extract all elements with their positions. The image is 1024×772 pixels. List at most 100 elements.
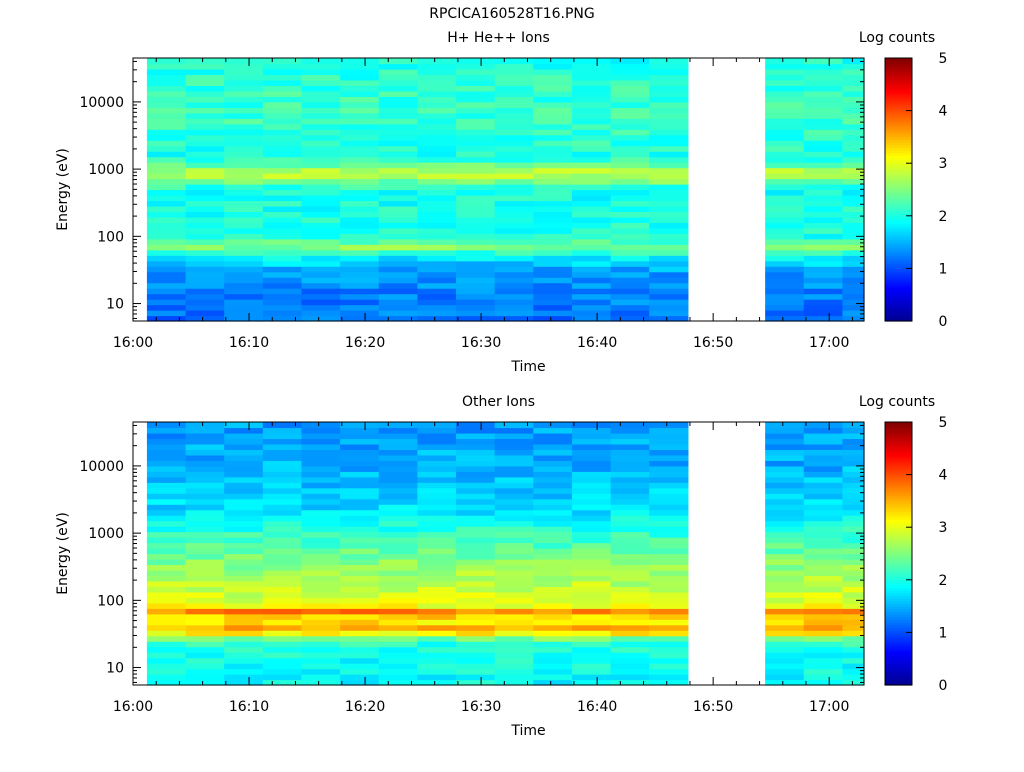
heatmap-cell: [301, 526, 341, 533]
heatmap-cell: [224, 465, 264, 472]
heatmap-cell: [301, 216, 341, 223]
heatmap-cell: [456, 454, 496, 461]
heatmap-cell: [456, 498, 496, 505]
heatmap-cell: [146, 68, 187, 76]
heatmap-cell: [533, 493, 573, 500]
heatmap-cell: [417, 624, 457, 631]
heatmap-cell: [224, 189, 264, 196]
colorbar-segment: [885, 448, 912, 452]
heatmap-cell: [378, 558, 418, 566]
heatmap-cell: [842, 476, 865, 483]
heatmap-cell: [803, 194, 844, 202]
heatmap-cell: [649, 619, 689, 626]
heatmap-cell: [417, 238, 457, 245]
heatmap-cell: [224, 602, 264, 609]
colorbar-segment: [885, 223, 912, 227]
heatmap-cell: [417, 205, 457, 213]
heatmap-cell: [649, 216, 689, 223]
heatmap-cell: [610, 156, 650, 163]
heatmap-cell: [146, 526, 187, 533]
heatmap-cell: [262, 282, 303, 289]
colorbar-segment: [885, 558, 912, 562]
heatmap-cell: [262, 304, 303, 311]
heatmap-cell: [417, 260, 457, 267]
heatmap-cell: [610, 526, 650, 533]
heatmap-cell: [262, 260, 303, 267]
colorbar-segment: [885, 616, 912, 620]
heatmap-cell: [803, 476, 844, 483]
heatmap-cell: [456, 233, 496, 240]
heatmap-cell: [842, 575, 865, 582]
heatmap-cell: [803, 454, 844, 461]
colorbar-segment: [885, 84, 912, 88]
heatmap-cell: [456, 619, 496, 626]
heatmap-cell: [842, 498, 865, 505]
heatmap-cell: [224, 74, 264, 81]
heatmap-cell: [378, 454, 418, 461]
heatmap-cell: [842, 619, 865, 626]
heatmap-cell: [340, 68, 380, 76]
heatmap-cell: [571, 101, 612, 108]
heatmap-cell: [340, 493, 380, 500]
colorbar-segment: [885, 521, 912, 526]
heatmap-cell: [378, 498, 418, 505]
heatmap-cell: [146, 260, 187, 267]
colorbar-segment: [885, 58, 912, 62]
heatmap-cell: [340, 63, 380, 70]
heatmap-cell: [803, 548, 844, 555]
heatmap-cell: [340, 299, 380, 306]
heatmap-cell: [262, 580, 303, 587]
heatmap-cell: [301, 663, 341, 670]
heatmap-cell: [765, 266, 805, 273]
colorbar-segment: [885, 155, 912, 159]
heatmap-cell: [803, 266, 844, 273]
heatmap-cell: [533, 476, 573, 483]
heatmap-cell: [571, 112, 612, 119]
heatmap-cell: [301, 112, 341, 119]
heatmap-cell: [649, 443, 689, 450]
heatmap-cell: [146, 118, 187, 125]
heatmap-cell: [803, 178, 844, 185]
heatmap-cell: [533, 608, 573, 615]
heatmap-cell: [224, 178, 264, 185]
heatmap-cell: [340, 449, 380, 456]
heatmap-cell: [301, 260, 341, 267]
heatmap-cell: [649, 112, 689, 119]
heatmap-cell: [533, 63, 573, 70]
heatmap-cell: [146, 548, 187, 555]
colorbar-segment: [885, 429, 912, 434]
heatmap-cell: [262, 597, 303, 604]
heatmap-cell: [185, 85, 225, 92]
heatmap-cell: [146, 465, 187, 472]
heatmap-cell: [417, 641, 457, 648]
heatmap-cell: [146, 498, 187, 505]
heatmap-cell: [456, 211, 496, 218]
heatmap-cell: [571, 509, 612, 516]
heatmap-cell: [378, 266, 418, 273]
heatmap-cell: [494, 255, 534, 262]
heatmap-cell: [417, 184, 457, 191]
heatmap-cell: [146, 509, 187, 516]
heatmap-cell: [649, 249, 689, 256]
heatmap-cell: [533, 443, 573, 450]
heatmap-cell: [224, 63, 264, 70]
heatmap-cell: [224, 542, 264, 549]
heatmap-cell: [571, 476, 612, 483]
heatmap-cell: [610, 520, 650, 527]
heatmap-cell: [301, 189, 341, 196]
heatmap-cell: [842, 266, 865, 273]
heatmap-cell: [494, 233, 534, 240]
heatmap-cell: [417, 602, 457, 609]
heatmap-cell: [842, 184, 865, 191]
heatmap-cell: [262, 449, 303, 456]
heatmap-cell: [803, 74, 844, 81]
heatmap-cell: [262, 134, 303, 141]
heatmap-cell: [185, 586, 225, 593]
heatmap-cell: [301, 118, 341, 125]
heatmap-cell: [494, 548, 534, 555]
heatmap-cell: [146, 493, 187, 500]
heatmap-cell: [765, 310, 805, 317]
heatmap-cell: [456, 74, 496, 81]
colorbar-segment: [885, 273, 912, 277]
heatmap-cell: [224, 255, 264, 262]
